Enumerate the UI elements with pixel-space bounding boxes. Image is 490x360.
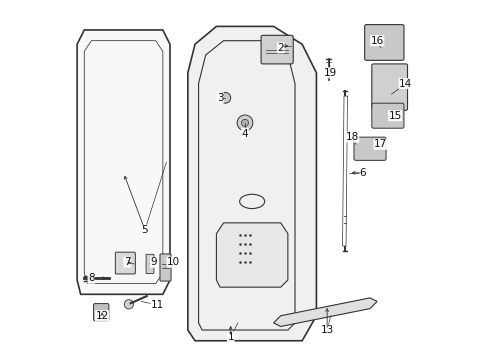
FancyBboxPatch shape	[372, 103, 404, 128]
Text: 17: 17	[374, 139, 388, 149]
Circle shape	[242, 119, 248, 126]
PathPatch shape	[273, 298, 377, 327]
Text: 15: 15	[389, 111, 402, 121]
Text: 1: 1	[227, 332, 234, 342]
Text: 11: 11	[151, 300, 164, 310]
Text: 13: 13	[320, 325, 334, 335]
Text: 14: 14	[399, 78, 413, 89]
Text: 19: 19	[324, 68, 337, 78]
Text: 16: 16	[370, 36, 384, 46]
Text: 5: 5	[142, 225, 148, 235]
FancyBboxPatch shape	[354, 137, 386, 160]
PathPatch shape	[217, 223, 288, 287]
FancyBboxPatch shape	[261, 35, 293, 64]
Text: 4: 4	[242, 129, 248, 139]
PathPatch shape	[77, 30, 170, 294]
Text: 10: 10	[167, 257, 180, 267]
FancyBboxPatch shape	[365, 24, 404, 60]
Text: 8: 8	[88, 273, 95, 283]
FancyBboxPatch shape	[146, 254, 154, 274]
Text: 18: 18	[345, 132, 359, 142]
Text: 9: 9	[150, 257, 157, 267]
Text: 7: 7	[124, 257, 130, 267]
FancyBboxPatch shape	[94, 303, 109, 321]
Circle shape	[237, 115, 253, 131]
Circle shape	[220, 93, 231, 103]
Text: 3: 3	[217, 93, 223, 103]
PathPatch shape	[188, 26, 317, 341]
FancyBboxPatch shape	[115, 252, 135, 274]
FancyBboxPatch shape	[160, 254, 171, 281]
Text: 6: 6	[360, 168, 366, 178]
Circle shape	[124, 300, 134, 309]
Text: 2: 2	[277, 43, 284, 53]
Text: 12: 12	[96, 311, 109, 321]
FancyBboxPatch shape	[372, 64, 408, 111]
